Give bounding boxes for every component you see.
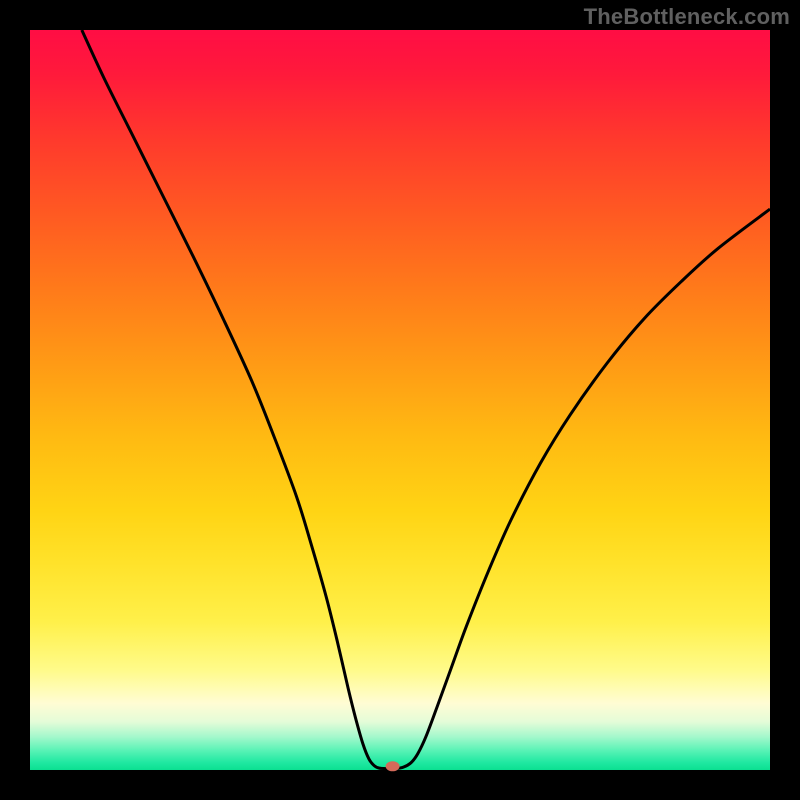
watermark-label: TheBottleneck.com: [584, 4, 790, 30]
bottleneck-curve-chart: [0, 0, 800, 800]
optimal-point-marker: [386, 761, 400, 771]
plot-background: [30, 30, 770, 770]
chart-container: { "watermark": "TheBottleneck.com", "cha…: [0, 0, 800, 800]
